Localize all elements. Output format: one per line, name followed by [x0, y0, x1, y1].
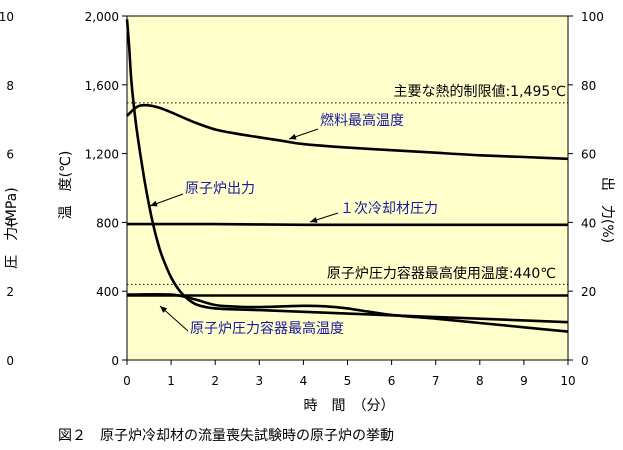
x-tick-label: 10 — [560, 374, 575, 388]
temperature-tick-label: 2,000 — [85, 10, 119, 24]
pressure-tick-label: 4 — [6, 216, 14, 230]
series-label: １次冷却材圧力 — [340, 201, 438, 217]
limit-1495-label: 主要な熱的制限値:1,495℃ — [393, 84, 566, 100]
x-tick-label: 3 — [255, 374, 263, 388]
temperature-tick-label: 800 — [96, 216, 119, 230]
x-tick-label: 2 — [211, 374, 219, 388]
pointer-arrowhead — [150, 200, 158, 207]
pointer-arrowhead — [160, 306, 168, 313]
series-label: 原子炉出力 — [185, 181, 255, 197]
power-tick-label: 20 — [581, 285, 596, 299]
x-tick-label: 9 — [520, 374, 528, 388]
power-tick-label: 40 — [581, 216, 596, 230]
temperature-tick-label: 0 — [111, 354, 119, 368]
power-tick-label: 0 — [581, 354, 589, 368]
temperature-tick-label: 1,600 — [85, 79, 119, 93]
power-tick-label: 60 — [581, 148, 596, 162]
labels: 0 1 2 3 4 5 6 7 8 9 100 0 02 400 204 800 406 1,200 608 1,60… — [0, 10, 615, 444]
x-tick-label: 4 — [300, 374, 308, 388]
limit-440-label: 原子炉圧力容器最高使用温度:440℃ — [327, 265, 556, 282]
series-label: 燃料最高温度 — [320, 112, 404, 129]
power-tick-label: 100 — [581, 10, 604, 24]
series-line-0 — [126, 103, 569, 161]
plot-area — [127, 16, 568, 360]
x-tick-label: 8 — [476, 374, 484, 388]
x-tick-label: 0 — [123, 374, 131, 388]
temperature-axis-label: 温 度(℃) — [58, 151, 74, 220]
temperature-tick-label: 400 — [96, 285, 119, 299]
x-tick-label: 7 — [432, 374, 440, 388]
series-line-2 — [126, 222, 568, 227]
pressure-tick-label: 6 — [6, 148, 14, 162]
pointer-arrowhead — [310, 217, 318, 223]
ticks — [122, 15, 573, 365]
pressure-tick-label: 10 — [0, 10, 14, 24]
pointer-arrowhead — [289, 133, 297, 140]
power-axis-label: 出 力(%) — [599, 177, 615, 243]
figure-caption: 図２ 原子炉冷却材の流量喪失試験時の原子炉の挙動 — [58, 428, 394, 444]
pressure-tick-label: 8 — [6, 79, 14, 93]
reference-lines — [127, 102, 568, 285]
power-tick-label: 80 — [581, 79, 596, 93]
series-line-3 — [126, 292, 569, 333]
x-tick-label: 1 — [167, 374, 175, 388]
x-tick-label: 6 — [388, 374, 396, 388]
pressure-tick-label: 0 — [6, 354, 14, 368]
x-axis-label: 時 間 （分） — [304, 398, 395, 414]
pressure-tick-label: 2 — [6, 285, 14, 299]
series-label: 原子炉圧力容器最高温度 — [190, 320, 344, 337]
series-lines — [125, 19, 569, 333]
annotations: 主要な熱的制限値:1,495℃ 原子炉圧力容器最高使用温度:440℃ 燃料最高温度原… — [149, 84, 566, 337]
temperature-tick-label: 1,200 — [85, 148, 119, 162]
pressure-axis-label: 圧 力(MPa) — [4, 187, 20, 268]
x-tick-label: 5 — [344, 374, 352, 388]
